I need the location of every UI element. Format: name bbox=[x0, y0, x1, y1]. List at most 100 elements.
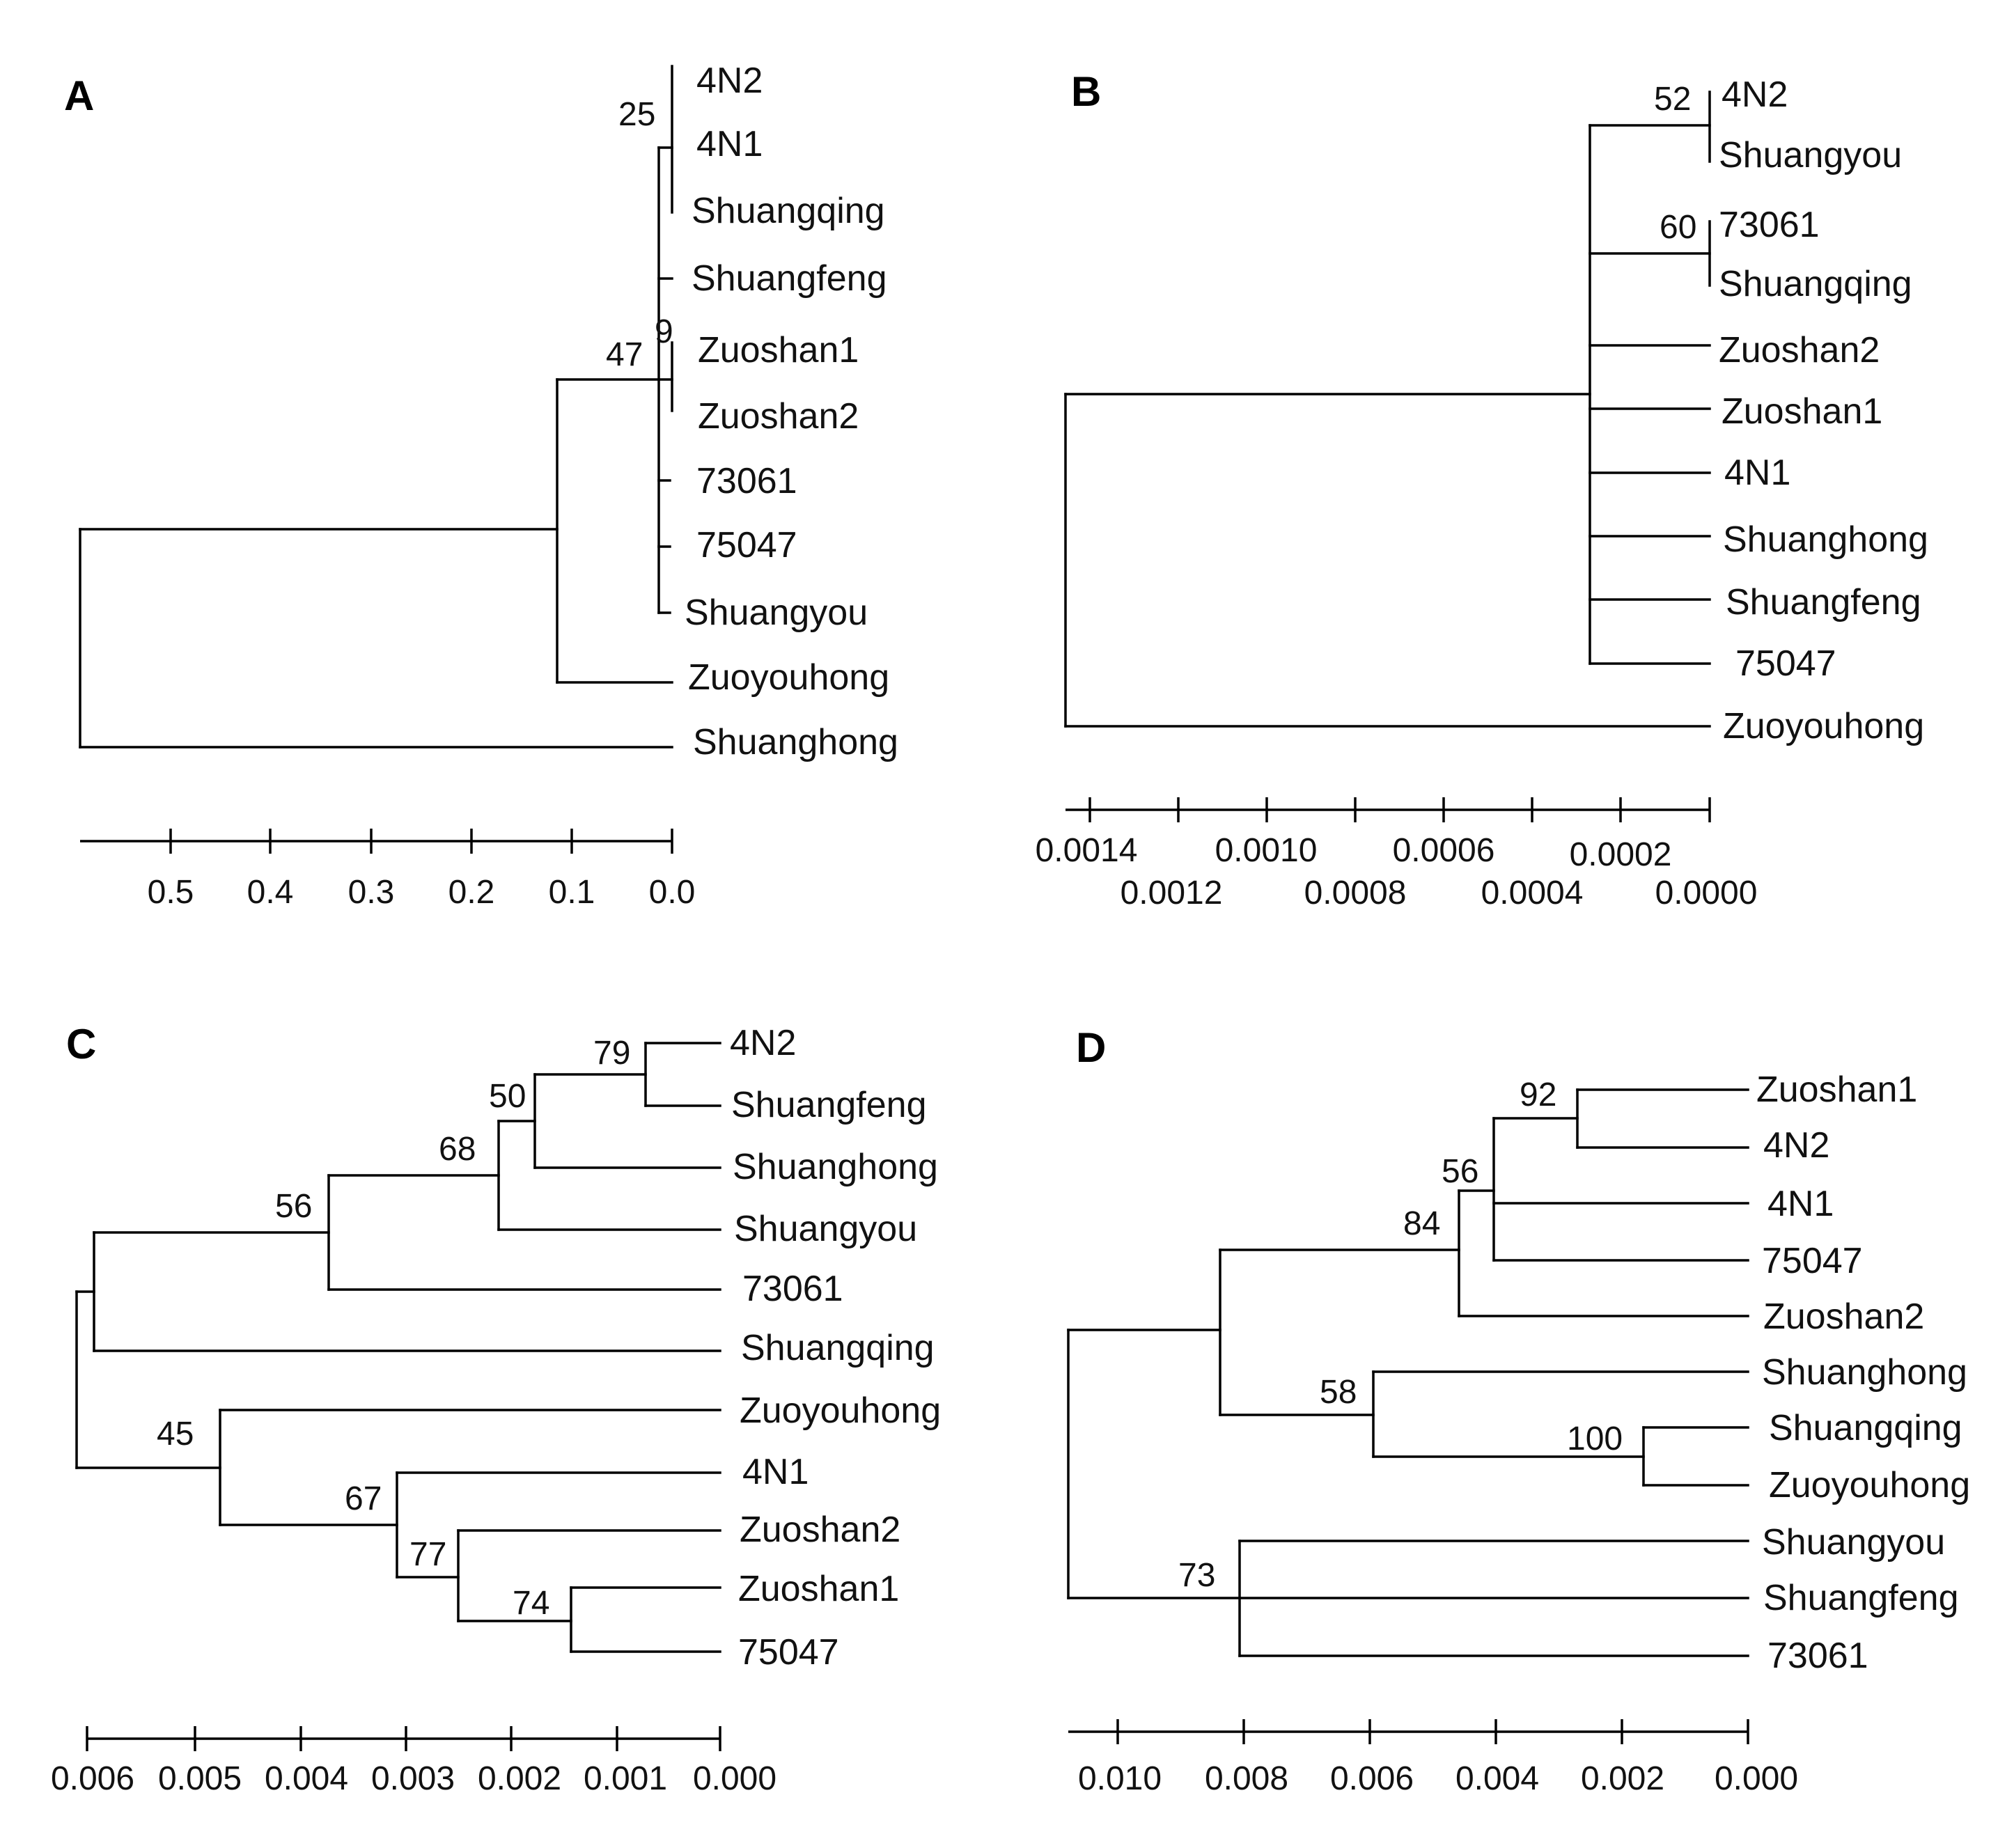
axis-tick-label: 0.1 bbox=[549, 874, 595, 911]
leaf-label: Shuangfeng bbox=[1763, 1578, 1959, 1618]
bootstrap-value: 56 bbox=[1442, 1153, 1478, 1190]
leaf-label: Shuangfeng bbox=[731, 1085, 927, 1125]
leaf-label: Zuoshan1 bbox=[1756, 1070, 1917, 1110]
axis-tick-label: 0.0000 bbox=[1655, 875, 1758, 911]
panel-label-c: C bbox=[66, 1021, 96, 1067]
bootstrap-value: 56 bbox=[275, 1188, 312, 1225]
leaf-label: Shuanghong bbox=[733, 1147, 938, 1187]
panel-c-scale-axis: 0.006 0.005 0.004 0.003 0.002 0.001 0.00… bbox=[51, 1726, 776, 1797]
axis-tick-label: 0.005 bbox=[158, 1760, 242, 1797]
bootstrap-value: 25 bbox=[618, 96, 655, 133]
leaf-label: 73061 bbox=[1719, 205, 1820, 245]
bootstrap-value: 79 bbox=[593, 1035, 630, 1072]
bootstrap-value: 60 bbox=[1660, 209, 1696, 246]
axis-tick-label: 0.001 bbox=[584, 1760, 667, 1797]
axis-tick-label: 0.002 bbox=[478, 1760, 561, 1797]
leaf-label: Shuanghong bbox=[1723, 519, 1928, 560]
panel-d-scale-axis: 0.010 0.008 0.006 0.004 0.002 0.000 bbox=[1068, 1719, 1798, 1797]
bootstrap-value: 84 bbox=[1403, 1205, 1440, 1242]
axis-tick-label: 0.0010 bbox=[1215, 832, 1318, 869]
axis-tick-label: 0.0002 bbox=[1570, 836, 1672, 873]
leaf-label: 75047 bbox=[1735, 643, 1836, 684]
leaf-label: Shuangyou bbox=[1719, 135, 1902, 175]
leaf-label: 73061 bbox=[742, 1269, 843, 1309]
axis-tick-label: 0.0 bbox=[649, 874, 696, 911]
axis-tick-label: 0.0012 bbox=[1121, 875, 1223, 911]
axis-tick-label: 0.008 bbox=[1205, 1760, 1288, 1797]
bootstrap-value: 68 bbox=[439, 1131, 476, 1168]
axis-tick-label: 0.003 bbox=[371, 1760, 455, 1797]
axis-tick-label: 0.4 bbox=[247, 874, 294, 911]
bootstrap-value: 77 bbox=[409, 1536, 446, 1573]
leaf-label: Shuangqing bbox=[741, 1328, 935, 1368]
axis-tick-label: 0.3 bbox=[348, 874, 395, 911]
leaf-label: Shuanghong bbox=[1762, 1352, 1967, 1393]
axis-tick-label: 0.0004 bbox=[1481, 875, 1584, 911]
bootstrap-value: 67 bbox=[345, 1480, 382, 1517]
leaf-label: Shuangyou bbox=[734, 1209, 917, 1249]
leaf-label: 4N2 bbox=[730, 1023, 796, 1063]
bootstrap-value: 50 bbox=[489, 1078, 526, 1115]
panel-c-leaf-labels: 4N2 Shuangfeng Shuanghong Shuangyou 7306… bbox=[730, 1023, 941, 1673]
leaf-label: Zuoshan2 bbox=[1719, 330, 1880, 370]
axis-tick-label: 0.2 bbox=[448, 874, 495, 911]
leaf-label: 4N1 bbox=[1724, 453, 1790, 493]
axis-tick-label: 0.000 bbox=[693, 1760, 776, 1797]
bootstrap-value: 52 bbox=[1654, 81, 1691, 118]
leaf-label: 75047 bbox=[738, 1632, 839, 1673]
leaf-label: Zuoyouhong bbox=[1769, 1465, 1970, 1505]
panel-c-bootstrap-values: 79 50 68 56 45 67 77 74 bbox=[157, 1035, 630, 1622]
leaf-label: Zuoshan1 bbox=[738, 1569, 899, 1609]
bootstrap-value: 74 bbox=[513, 1585, 549, 1622]
axis-tick-label: 0.0008 bbox=[1304, 875, 1407, 911]
panel-a: A 4N2 4N1 Shuangqing Shuangfeng Zuoshan1… bbox=[64, 61, 898, 911]
leaf-label: Shuanghong bbox=[693, 722, 898, 762]
bootstrap-value: 45 bbox=[157, 1416, 194, 1452]
leaf-label: Zuoyouhong bbox=[688, 657, 889, 698]
panel-c: C bbox=[51, 1021, 941, 1797]
leaf-label: Shuangyou bbox=[1762, 1522, 1945, 1563]
leaf-label: Shuangqing bbox=[1769, 1408, 1962, 1448]
panel-a-scale-axis: 0.5 0.4 0.3 0.2 0.1 0.0 bbox=[80, 829, 695, 911]
panel-a-leaf-labels: 4N2 4N1 Shuangqing Shuangfeng Zuoshan1 Z… bbox=[685, 61, 898, 762]
leaf-label: 4N2 bbox=[1763, 1125, 1829, 1166]
axis-tick-label: 0.010 bbox=[1078, 1760, 1162, 1797]
panel-d-bootstrap-values: 92 56 84 58 100 73 bbox=[1178, 1076, 1623, 1594]
panel-label-a: A bbox=[64, 72, 94, 119]
leaf-label: 73061 bbox=[1767, 1636, 1868, 1676]
axis-tick-label: 0.5 bbox=[148, 874, 194, 911]
leaf-label: 4N1 bbox=[696, 124, 763, 164]
leaf-label: Shuangyou bbox=[685, 593, 868, 633]
leaf-label: Zuoyouhong bbox=[740, 1391, 941, 1431]
leaf-label: Zuoshan1 bbox=[1722, 391, 1882, 432]
leaf-label: Shuangfeng bbox=[692, 258, 887, 299]
panel-d: D Zu bbox=[1067, 1024, 1970, 1797]
axis-tick-label: 0.0014 bbox=[1036, 832, 1138, 869]
bootstrap-value: 47 bbox=[606, 336, 643, 373]
bootstrap-value: 9 bbox=[655, 313, 673, 350]
panel-c-branches bbox=[75, 1042, 721, 1653]
panel-label-b: B bbox=[1071, 68, 1101, 115]
axis-tick-label: 0.004 bbox=[1455, 1760, 1539, 1797]
leaf-label: Zuoshan2 bbox=[1763, 1297, 1924, 1337]
axis-tick-label: 0.0006 bbox=[1393, 832, 1495, 869]
axis-tick-label: 0.000 bbox=[1715, 1760, 1798, 1797]
bootstrap-value: 58 bbox=[1320, 1374, 1357, 1411]
panel-b-branches bbox=[1064, 91, 1711, 728]
leaf-label: 4N2 bbox=[696, 61, 763, 101]
leaf-label: 4N2 bbox=[1722, 75, 1788, 115]
panel-d-leaf-labels: Zuoshan1 4N2 4N1 75047 Zuoshan2 Shuangho… bbox=[1756, 1070, 1970, 1676]
panel-b-leaf-labels: 4N2 Shuangyou 73061 Shuangqing Zuoshan2 … bbox=[1719, 75, 1928, 746]
leaf-label: Zuoshan1 bbox=[698, 330, 859, 370]
leaf-label: 73061 bbox=[696, 461, 797, 501]
panel-d-branches bbox=[1067, 1088, 1749, 1657]
axis-tick-label: 0.002 bbox=[1581, 1760, 1664, 1797]
leaf-label: Shuangqing bbox=[692, 191, 885, 231]
bootstrap-value: 100 bbox=[1567, 1420, 1623, 1457]
leaf-label: 4N1 bbox=[742, 1452, 809, 1492]
bootstrap-value: 92 bbox=[1520, 1076, 1556, 1113]
panel-b-scale-axis: 0.0014 0.0012 0.0010 0.0008 0.0006 0.000… bbox=[1036, 797, 1758, 911]
leaf-label: Zuoyouhong bbox=[1723, 706, 1924, 746]
leaf-label: Zuoshan2 bbox=[740, 1510, 900, 1550]
leaf-label: Shuangqing bbox=[1719, 264, 1912, 304]
